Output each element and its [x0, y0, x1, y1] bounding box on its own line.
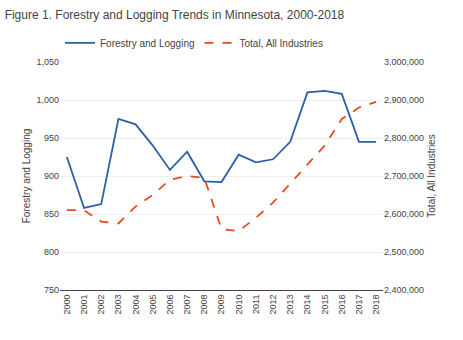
svg-text:Total, All Industries: Total, All Industries	[240, 38, 323, 49]
svg-text:2010: 2010	[234, 295, 244, 315]
svg-text:2,600,000: 2,600,000	[384, 209, 424, 219]
svg-text:1,000: 1,000	[36, 95, 59, 105]
svg-text:2007: 2007	[182, 295, 192, 315]
svg-text:2016: 2016	[337, 295, 347, 315]
svg-text:Figure 1. Forestry and Logging: Figure 1. Forestry and Logging Trends in…	[5, 8, 345, 22]
svg-text:2001: 2001	[79, 295, 89, 315]
svg-text:800: 800	[44, 247, 59, 257]
svg-text:2,900,000: 2,900,000	[384, 95, 424, 105]
svg-text:Total, All Industries: Total, All Industries	[426, 134, 437, 217]
svg-text:2008: 2008	[199, 295, 209, 315]
svg-text:2015: 2015	[320, 295, 330, 315]
svg-text:Forestry and Logging: Forestry and Logging	[100, 38, 195, 49]
svg-text:2013: 2013	[285, 295, 295, 315]
svg-text:900: 900	[44, 171, 59, 181]
svg-text:2004: 2004	[131, 295, 141, 315]
svg-text:950: 950	[44, 133, 59, 143]
svg-text:2,800,000: 2,800,000	[384, 133, 424, 143]
svg-text:2014: 2014	[302, 295, 312, 315]
svg-text:2017: 2017	[354, 295, 364, 315]
svg-text:2018: 2018	[371, 295, 381, 315]
svg-text:2005: 2005	[148, 295, 158, 315]
svg-text:2,700,000: 2,700,000	[384, 171, 424, 181]
svg-text:Forestry and Logging: Forestry and Logging	[21, 129, 32, 224]
svg-text:2,400,000: 2,400,000	[384, 285, 424, 295]
svg-text:1,050: 1,050	[36, 57, 59, 67]
svg-text:2000: 2000	[62, 295, 72, 315]
svg-text:2006: 2006	[165, 295, 175, 315]
svg-text:2012: 2012	[268, 295, 278, 315]
svg-text:2,500,000: 2,500,000	[384, 247, 424, 257]
svg-text:850: 850	[44, 209, 59, 219]
svg-text:2002: 2002	[96, 295, 106, 315]
svg-text:2003: 2003	[113, 295, 123, 315]
svg-text:3,000,000: 3,000,000	[384, 57, 424, 67]
svg-text:750: 750	[44, 285, 59, 295]
svg-text:2009: 2009	[216, 295, 226, 315]
svg-text:2011: 2011	[251, 295, 261, 314]
